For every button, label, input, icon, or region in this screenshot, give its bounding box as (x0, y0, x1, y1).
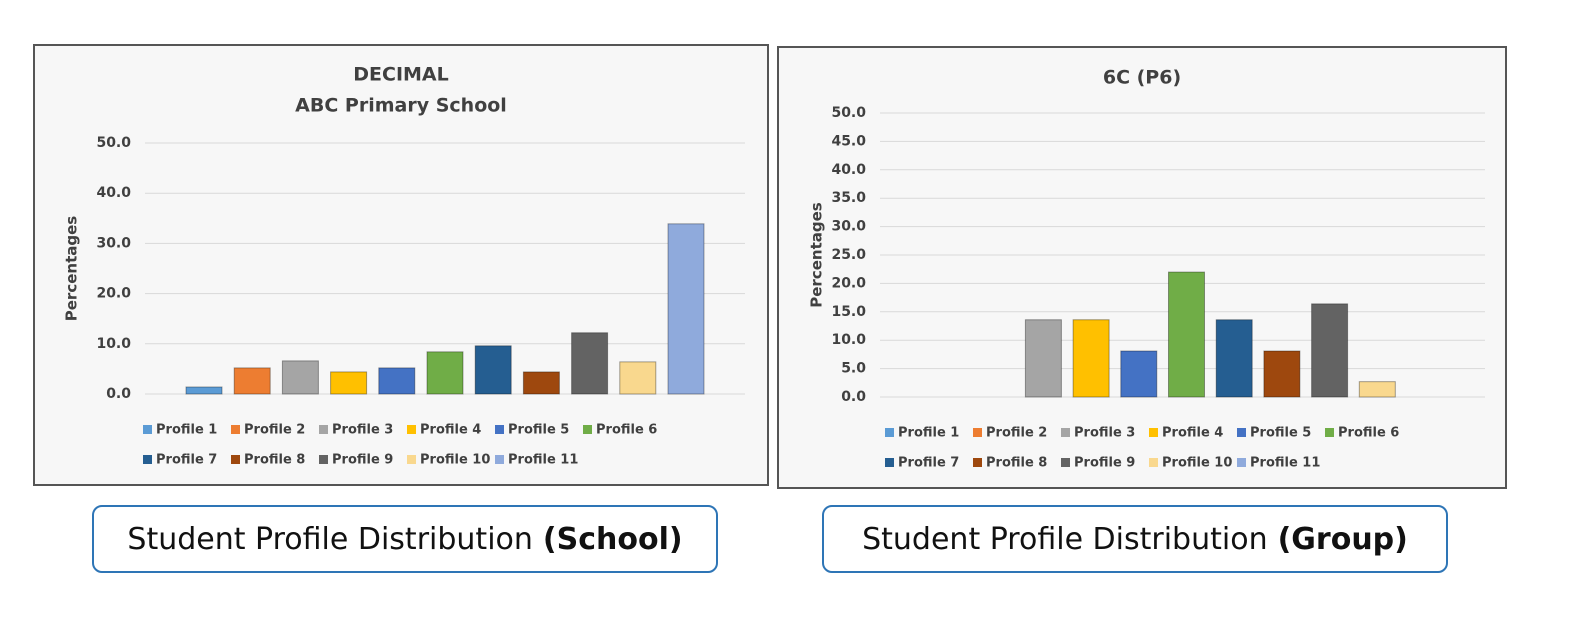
legend-swatch (973, 428, 982, 437)
legend-swatch (583, 425, 592, 434)
bar (281, 360, 319, 395)
legend-swatch (495, 425, 504, 434)
y-tick-label: 50.0 (831, 105, 866, 121)
legend-label: Profile 8 (244, 453, 305, 468)
legend-swatch (407, 455, 416, 464)
chart-subtitle: ABC Primary School (295, 95, 507, 117)
chart-title: DECIMAL (353, 64, 448, 86)
legend-label: Profile 5 (1250, 426, 1311, 441)
legend-swatch (1149, 458, 1158, 467)
legend-swatch (1325, 428, 1334, 437)
legend-label: Profile 4 (1162, 426, 1223, 441)
chart: DECIMAL ABC Primary School Percentages 0.0 1… (33, 44, 769, 486)
chart: 6C (P6) Percentages 0.0 5.0 10.0 15.0 20.0 25.0… (777, 46, 1507, 489)
legend-label: Profile 11 (508, 453, 578, 468)
caption-box: Student Profile Distribution (Group) (822, 505, 1448, 573)
legend-label: Profile 7 (898, 456, 959, 471)
chart-title: 6C (P6) (1103, 67, 1181, 89)
bar (1263, 350, 1301, 398)
bar (1120, 350, 1158, 398)
legend-label: Profile 11 (1250, 456, 1320, 471)
legend-label: Profile 2 (244, 423, 305, 438)
legend-swatch (319, 425, 328, 434)
caption-text: Student Profile Distribution (127, 521, 533, 557)
y-tick-label: 45.0 (831, 133, 866, 149)
chart-panel (33, 44, 769, 486)
bar (571, 332, 609, 395)
chart-panel (777, 46, 1507, 489)
y-tick-label: 10.0 (831, 332, 866, 348)
legend-label: Profile 7 (156, 453, 217, 468)
bar (619, 361, 657, 395)
bar (1168, 271, 1205, 398)
legend-label: Profile 9 (332, 453, 393, 468)
y-axis-label: Percentages (808, 202, 826, 308)
legend-label: Profile 5 (508, 423, 569, 438)
bar (378, 367, 416, 395)
legend-label: Profile 1 (898, 426, 959, 441)
legend-swatch (143, 425, 152, 434)
legend-swatch (407, 425, 416, 434)
legend-swatch (1061, 458, 1070, 467)
legend-swatch (231, 425, 240, 434)
legend-label: Profile 10 (1162, 456, 1232, 471)
legend-label: Profile 6 (596, 423, 657, 438)
y-tick-label: 35.0 (831, 190, 866, 206)
y-axis-label: Percentages (63, 216, 81, 322)
y-tick-label: 40.0 (96, 185, 131, 201)
legend-label: Profile 10 (420, 453, 490, 468)
legend-swatch (1061, 428, 1070, 437)
bar (1215, 319, 1253, 398)
caption-emphasis: (Group) (1277, 521, 1408, 557)
legend-swatch (319, 455, 328, 464)
y-tick-label: 20.0 (96, 286, 131, 302)
bar (667, 223, 705, 395)
legend-swatch (231, 455, 240, 464)
caption-text: Student Profile Distribution (862, 521, 1268, 557)
bar (1024, 319, 1062, 398)
legend-label: Profile 3 (332, 423, 393, 438)
legend-label: Profile 8 (986, 456, 1047, 471)
y-tick-label: 5.0 (841, 361, 866, 377)
bar (185, 386, 223, 395)
y-tick-label: 0.0 (841, 389, 866, 405)
legend-swatch (1149, 428, 1158, 437)
y-tick-label: 50.0 (96, 135, 131, 151)
caption-box: Student Profile Distribution (School) (92, 505, 718, 573)
bar (1358, 381, 1396, 398)
y-tick-label: 20.0 (831, 275, 866, 291)
y-tick-label: 25.0 (831, 247, 866, 263)
legend-swatch (885, 458, 894, 467)
y-tick-label: 0.0 (106, 386, 131, 402)
legend-swatch (973, 458, 982, 467)
y-tick-label: 40.0 (831, 162, 866, 178)
bar (330, 371, 368, 395)
y-tick-label: 30.0 (831, 219, 866, 235)
legend-label: Profile 6 (1338, 426, 1399, 441)
caption-emphasis: (School) (542, 521, 683, 557)
bar (1311, 303, 1349, 398)
y-tick-label: 10.0 (96, 336, 131, 352)
legend-swatch (1237, 458, 1246, 467)
y-tick-label: 30.0 (96, 235, 131, 251)
bar (522, 371, 560, 395)
legend-label: Profile 9 (1074, 456, 1135, 471)
bar (474, 345, 512, 395)
legend-label: Profile 2 (986, 426, 1047, 441)
bar (426, 351, 464, 395)
y-tick-label: 15.0 (831, 304, 866, 320)
legend-label: Profile 1 (156, 423, 217, 438)
legend-swatch (495, 455, 504, 464)
legend-swatch (885, 428, 894, 437)
legend-label: Profile 3 (1074, 426, 1135, 441)
legend-swatch (1237, 428, 1246, 437)
bar (233, 367, 271, 395)
legend-swatch (143, 455, 152, 464)
bar (1072, 319, 1110, 398)
legend-label: Profile 4 (420, 423, 481, 438)
